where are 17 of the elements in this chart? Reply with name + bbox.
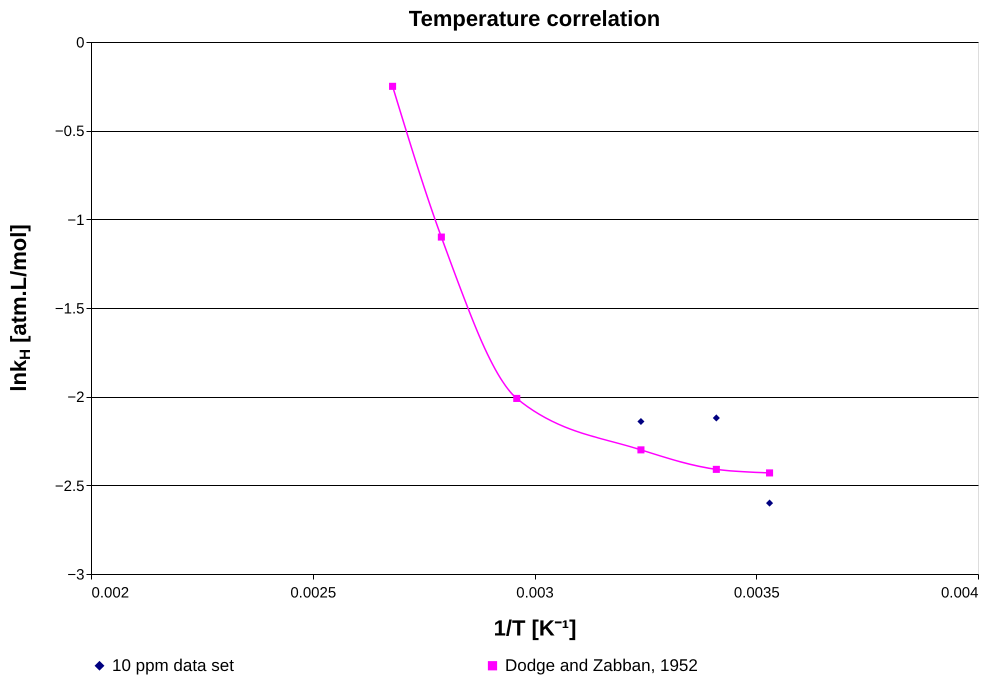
x-tick-label: 0.002 [92, 584, 130, 602]
y-axis-title: lnkH [atm.L/mol] [6, 224, 34, 392]
y-tick-label: −0.5 [54, 123, 84, 140]
legend-label: 10 ppm data set [112, 656, 234, 675]
y-tick-label: −3 [67, 566, 84, 584]
legend-label: Dodge and Zabban, 1952 [505, 656, 698, 675]
y-tick-label: −2 [67, 389, 84, 406]
y-tick-label: −2.5 [54, 478, 84, 495]
x-tick-label: 0.0025 [290, 584, 336, 602]
y-tick-label: 0 [76, 34, 84, 52]
x-tick-label: 0.004 [940, 584, 978, 602]
x-tick-label: 0.0035 [734, 584, 780, 602]
chart-title: Temperature correlation [408, 6, 660, 31]
x-tick-label: 0.003 [516, 584, 554, 602]
x-axis-title: 1/T [K⁻¹] [494, 616, 576, 640]
y-tick-label: −1 [67, 212, 84, 229]
y-tick-label: −1.5 [54, 300, 84, 318]
